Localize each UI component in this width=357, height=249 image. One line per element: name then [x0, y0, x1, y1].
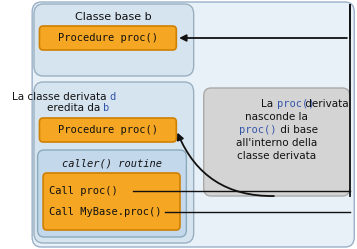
Text: all'interno della: all'interno della — [236, 138, 317, 148]
Text: Procedure proc(): Procedure proc() — [58, 33, 158, 43]
FancyBboxPatch shape — [34, 82, 193, 243]
FancyBboxPatch shape — [32, 2, 354, 247]
FancyBboxPatch shape — [34, 4, 193, 76]
Text: classe derivata: classe derivata — [237, 151, 316, 161]
Text: b: b — [103, 103, 110, 113]
Text: di base: di base — [277, 125, 318, 135]
Text: nasconde la: nasconde la — [245, 112, 308, 122]
Text: eredita da: eredita da — [47, 103, 103, 113]
FancyBboxPatch shape — [40, 118, 176, 142]
FancyBboxPatch shape — [37, 150, 186, 237]
Text: Call proc(): Call proc() — [50, 186, 118, 196]
Text: derivata: derivata — [302, 99, 349, 109]
Text: La: La — [261, 99, 277, 109]
Text: Classe base b: Classe base b — [75, 12, 152, 22]
Text: Procedure proc(): Procedure proc() — [58, 125, 158, 135]
Text: proc(): proc() — [277, 99, 314, 109]
FancyBboxPatch shape — [43, 173, 180, 230]
FancyBboxPatch shape — [40, 26, 176, 50]
Text: d: d — [110, 92, 116, 102]
FancyBboxPatch shape — [204, 88, 350, 196]
Text: proc(): proc() — [239, 125, 277, 135]
Text: Call MyBase.proc(): Call MyBase.proc() — [50, 207, 162, 217]
Text: caller() routine: caller() routine — [61, 158, 161, 168]
Text: La classe derivata: La classe derivata — [12, 92, 110, 102]
